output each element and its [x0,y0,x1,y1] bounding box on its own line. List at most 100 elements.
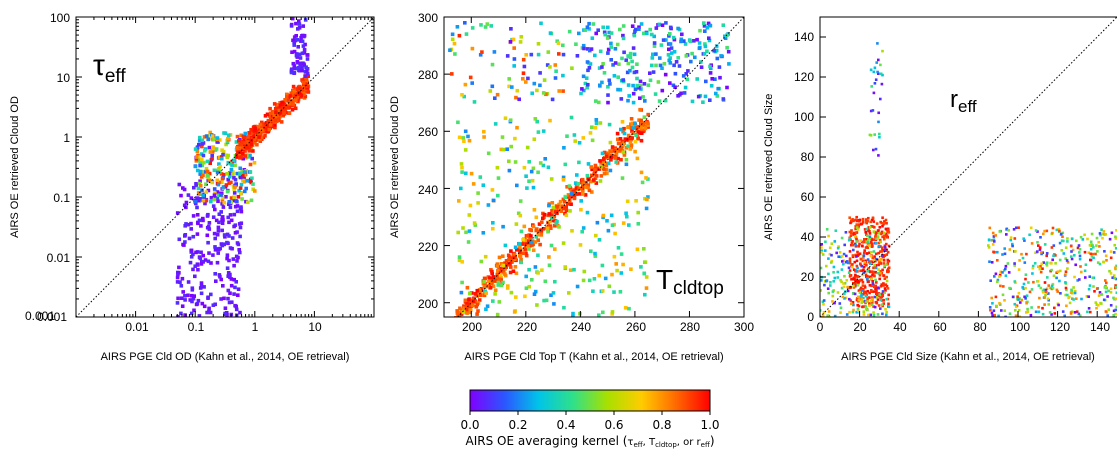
y-tick-280: 280 [418,68,438,82]
scatter-point [536,42,541,46]
scatter-point [1036,230,1039,233]
scatter-point [190,288,195,292]
scatter-point [597,66,602,70]
scatter-point [1075,310,1079,313]
scatter-point [608,140,613,145]
scatter-point [1025,294,1029,297]
scatter-point [873,133,876,136]
scatter-point [493,278,497,283]
scatter-point [294,21,298,26]
scatter-point [1098,262,1102,266]
scatter-point [854,227,857,231]
scatter-point [854,218,857,222]
scatter-point [630,65,635,70]
scatter-point [863,249,866,252]
scatter-point [1102,232,1105,236]
scatter-point [875,296,879,299]
scatter-point [234,304,238,309]
scatter-point [471,182,476,186]
scatter-point [1110,231,1114,235]
scatter-point [866,299,870,303]
scatter-point [191,296,196,301]
scatter-point [1109,291,1113,294]
scatter-point [236,195,241,199]
scatter-point [879,307,882,310]
scatter-point [523,294,527,299]
scatter-point [557,206,562,211]
scatter-point [669,51,674,55]
scatter-point [206,188,211,193]
scatter-point [1028,290,1032,294]
scatter-point [571,311,575,316]
scatter-point [589,249,593,253]
scatter-point [594,233,598,238]
scatter-point [212,193,217,197]
scatter-point [863,286,867,289]
scatter-point [491,299,495,303]
scatter-point [1078,314,1082,317]
scatter-point [839,311,842,314]
scatter-point [598,179,603,183]
scatter-point [874,284,877,288]
scatter-point [183,313,187,317]
scatter-point [586,47,590,51]
scatter-point [625,214,629,219]
scatter-point [183,240,187,244]
scatter-point [200,144,204,149]
scatter-point [604,167,609,172]
scatter-point [221,205,226,209]
scatter-point [883,291,886,294]
scatter-point [513,265,518,269]
scatter-point [263,124,268,128]
scatter-point [606,93,610,97]
scatter-point [1080,297,1083,301]
scatter-point [196,186,201,191]
scatter-point [1061,310,1065,313]
scatter-point [235,134,240,139]
scatter-point [996,250,999,254]
scatter-point [663,98,668,103]
scatter-point [207,171,212,176]
scatter-point [835,251,838,255]
scatter-point [1104,310,1108,313]
scatter-point [206,212,210,217]
annotation-sub: eff [958,97,977,116]
scatter-point [235,145,239,150]
scatter-point [1070,257,1074,261]
scatter-point [207,221,212,225]
scatter-point [591,22,596,26]
scatter-point [619,146,623,150]
scatter-point [1037,305,1040,309]
scatter-point [532,292,537,296]
scatter-point [197,181,202,186]
scatter-point [621,33,625,38]
scatter-point [635,247,640,252]
scatter-point [864,230,867,234]
scatter-point [870,270,874,273]
scatter-point [460,165,464,170]
scatter-point [606,85,610,89]
scatter-point [234,307,239,312]
scatter-point [873,255,876,258]
scatter-point [1114,235,1117,239]
scatter-point [1004,264,1008,268]
scatter-point [690,51,694,56]
scatter-point [828,246,832,250]
scatter-point [220,198,225,203]
scatter-point [631,83,635,88]
scatter-point [543,157,547,161]
colorbar-tick-0.2: 0.2 [508,418,527,432]
x-tick-60: 60 [933,320,947,334]
scatter-point [1106,314,1109,317]
scatter-point [565,185,569,189]
scatter-point [514,271,519,276]
scatter-point [876,271,880,275]
scatter-point [667,47,671,52]
scatter-point [478,175,483,179]
scatter-point [501,280,505,285]
scatter-point [1054,254,1057,257]
scatter-point [472,100,477,104]
scatter-point [652,34,656,39]
scatter-point [855,255,858,258]
scatter-point [995,304,998,308]
